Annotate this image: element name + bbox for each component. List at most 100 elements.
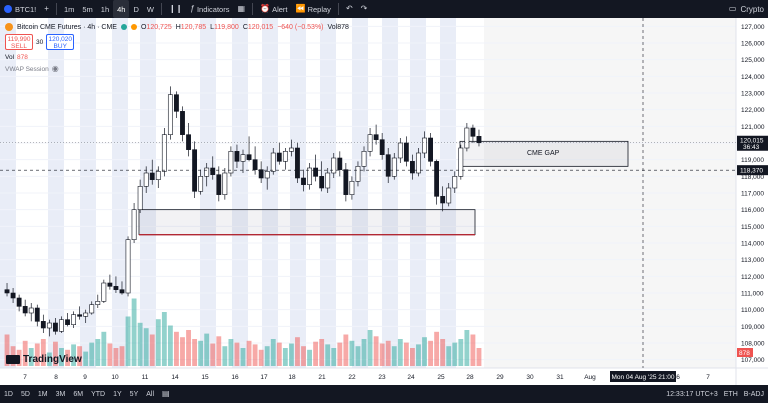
- legend-title-row: Bitcoin CME Futures · 4h · CME O120,725 …: [5, 23, 349, 31]
- interval-1h[interactable]: 1h: [100, 4, 110, 14]
- time-tick-label: 28: [466, 374, 474, 381]
- candle-body: [234, 151, 240, 162]
- volume-badge: [737, 348, 753, 357]
- candle-body: [337, 157, 343, 170]
- interval-d[interactable]: D: [133, 4, 139, 14]
- legend-volume: Vol878: [327, 23, 349, 31]
- volume-bar: [446, 346, 452, 366]
- candle-body: [161, 134, 167, 172]
- buy-button[interactable]: 120,020 BUY: [46, 34, 75, 50]
- range-1y[interactable]: 1Y: [113, 390, 122, 398]
- candle-body: [258, 169, 264, 179]
- volume-bar: [409, 348, 415, 366]
- time-tick-label: 14: [171, 374, 179, 381]
- range-6m[interactable]: 6M: [73, 390, 84, 398]
- range-5d[interactable]: 5D: [20, 390, 30, 398]
- price-tick-label: 107,000: [741, 357, 765, 364]
- candle-body: [361, 151, 367, 167]
- bottom-toolbar: 1D 5D 1M 3M 6M YTD 1Y 5Y All ▤ 12:33:17 …: [0, 385, 768, 403]
- volume-indicator-legend[interactable]: Vol 878: [5, 54, 349, 61]
- interval-1m[interactable]: 1m: [63, 4, 75, 14]
- last-price-badge: [737, 135, 768, 151]
- price-tick-label: 111,000: [741, 291, 764, 298]
- volume-bar: [137, 322, 143, 366]
- candle-body: [307, 167, 312, 185]
- candle-body: [458, 147, 464, 177]
- price-chart[interactable]: 127,000 126,000 125,000 124,000 123,000 122,0…: [0, 18, 768, 385]
- candles-icon: ❙❙: [168, 4, 183, 13]
- ohlc-close: C120,015: [242, 23, 274, 31]
- redo-button[interactable]: ↷: [357, 0, 372, 18]
- candle-body: [228, 151, 234, 174]
- volume-bar: [319, 339, 325, 366]
- volume-bar: [119, 346, 125, 366]
- layout-icon[interactable]: ▭: [728, 4, 737, 13]
- candle-body: [28, 307, 34, 314]
- date-range-button[interactable]: ▤: [158, 390, 174, 398]
- volume-bar: [131, 298, 137, 366]
- volume-bar: [77, 346, 83, 366]
- time-tick-label: 18: [288, 374, 296, 381]
- price-tick-label: 119,000: [741, 157, 764, 164]
- volume-bar: [258, 349, 264, 366]
- candle-body: [440, 196, 446, 204]
- volume-bar: [113, 348, 119, 366]
- vwap-indicator-legend[interactable]: VWAP Session ◉: [5, 65, 349, 73]
- time-tick-label: 15: [201, 374, 209, 381]
- range-1d[interactable]: 1D: [4, 390, 13, 398]
- symbol-search[interactable]: BTC1!: [0, 0, 40, 18]
- candle-body: [331, 157, 337, 174]
- clock-timezone[interactable]: 12:33:17 UTC+3: [666, 390, 718, 398]
- cme-gap-label: CME GAP: [527, 149, 560, 157]
- indicators-button[interactable]: ƒ Indicators: [186, 0, 233, 18]
- currency-button[interactable]: ETH: [723, 390, 738, 398]
- range-5y[interactable]: 5Y: [129, 390, 139, 398]
- price-tick-label: 121,000: [741, 124, 765, 131]
- candle-body: [252, 159, 258, 170]
- alert-button[interactable]: ⏰ Alert: [256, 0, 291, 18]
- candle-body: [216, 174, 222, 195]
- price-tick-label: 109,000: [741, 324, 765, 331]
- range-ytd[interactable]: YTD: [91, 390, 106, 398]
- volume-bar: [422, 337, 427, 366]
- undo-button[interactable]: ↶: [342, 0, 357, 18]
- watchlist-name[interactable]: Crypto: [740, 4, 764, 14]
- chart-type-button[interactable]: ❙❙: [165, 0, 186, 18]
- price-tick-label: 110,000: [741, 307, 764, 314]
- volume-bar: [458, 339, 464, 366]
- volume-bar: [252, 344, 258, 366]
- candle-body: [4, 289, 10, 294]
- sell-button[interactable]: 119,990 SELL: [5, 34, 33, 50]
- templates-button[interactable]: ▦: [233, 0, 249, 18]
- sell-label: SELL: [11, 43, 27, 50]
- chart-pane[interactable]: 127,000 126,000 125,000 124,000 123,000 122,0…: [0, 18, 768, 385]
- volume-bar: [34, 343, 40, 366]
- interval-w[interactable]: W: [146, 4, 154, 14]
- time-tick-label: 17: [260, 374, 268, 381]
- range-3m[interactable]: 3M: [55, 390, 66, 398]
- volume-bar: [46, 352, 52, 366]
- compare-symbol-button[interactable]: +: [40, 0, 53, 18]
- interval-4h[interactable]: 4h: [113, 0, 130, 18]
- price-tick-label: 115,000: [741, 224, 764, 231]
- adjustment-button[interactable]: B-ADJ: [743, 390, 764, 398]
- time-tick-label: 11: [142, 374, 149, 381]
- divider: [337, 3, 339, 15]
- countdown-label: 36:43: [743, 144, 760, 151]
- candle-body: [131, 209, 137, 240]
- replay-button[interactable]: ⏪ Replay: [292, 0, 335, 18]
- crosshair-date-badge: [610, 371, 676, 382]
- volume-bar: [192, 339, 198, 366]
- candle-body: [367, 134, 373, 152]
- redo-icon: ↷: [360, 4, 368, 13]
- range-1m[interactable]: 1M: [37, 390, 48, 398]
- candle-body: [270, 152, 276, 172]
- volume-bar: [89, 342, 95, 366]
- volume-bar: [155, 319, 161, 366]
- eye-icon[interactable]: ◉: [51, 64, 59, 73]
- range-all[interactable]: All: [146, 390, 155, 398]
- ohlc-change: −640 (−0.53%): [277, 23, 324, 31]
- interval-5m[interactable]: 5m: [82, 4, 93, 14]
- time-tick-label: 24: [407, 374, 415, 381]
- candle-body: [397, 142, 403, 159]
